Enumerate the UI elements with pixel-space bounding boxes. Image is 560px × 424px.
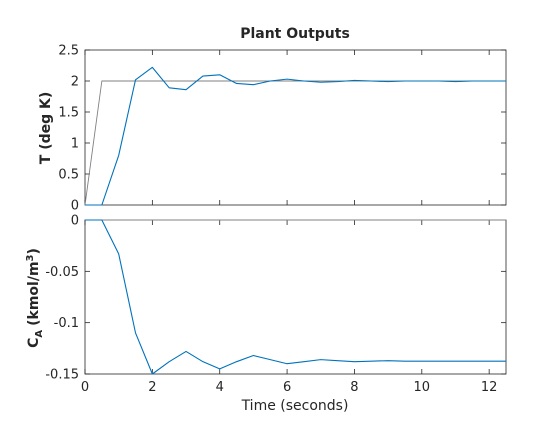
x-tick-label: 2 — [148, 380, 156, 395]
y-tick-label: 1.5 — [58, 106, 79, 121]
y-tick-label: -0.1 — [54, 316, 79, 331]
x-tick-label: 10 — [414, 380, 431, 395]
y-tick-label: 1 — [71, 137, 79, 152]
y-tick-label: 2.5 — [58, 44, 79, 59]
x-tick-label: 12 — [481, 380, 498, 395]
x-tick-label: 4 — [216, 380, 224, 395]
bottom-y-axis-label: CA (kmol/m3) — [25, 248, 45, 348]
reference-line — [84, 80, 506, 206]
top-axes: 0 0.5 1 1.5 2 2.5 — [58, 44, 507, 214]
x-tick-label: 8 — [350, 380, 358, 395]
axes-box — [84, 219, 507, 375]
axes-box — [84, 49, 507, 206]
ylabel-symbol: C — [26, 338, 42, 348]
ylabel-unit: (kmol/m — [26, 261, 42, 325]
ylabel-close: ) — [26, 248, 42, 254]
bottom-axes: -0.15 -0.1 -0.05 0 0 2 4 6 8 10 12 — [45, 214, 507, 395]
x-tick-label: 0 — [81, 380, 89, 395]
ylabel-superscript: 3 — [25, 254, 36, 261]
chart-title: Plant Outputs — [240, 26, 350, 42]
top-y-axis-label: T (deg K) — [38, 92, 54, 164]
ylabel-subscript: A — [34, 330, 45, 338]
y-tick-label: 2 — [71, 75, 79, 90]
output-line — [85, 219, 506, 375]
y-tick-label: -0.05 — [45, 265, 79, 280]
y-tick-label: 0.5 — [58, 168, 79, 183]
x-tick-label: 6 — [283, 380, 291, 395]
y-tick-label: -0.15 — [45, 368, 79, 383]
y-tick-label: 0 — [71, 199, 79, 214]
x-axis-label: Time (seconds) — [241, 398, 349, 414]
y-tick-label: 0 — [71, 214, 79, 229]
output-line — [85, 66, 506, 206]
